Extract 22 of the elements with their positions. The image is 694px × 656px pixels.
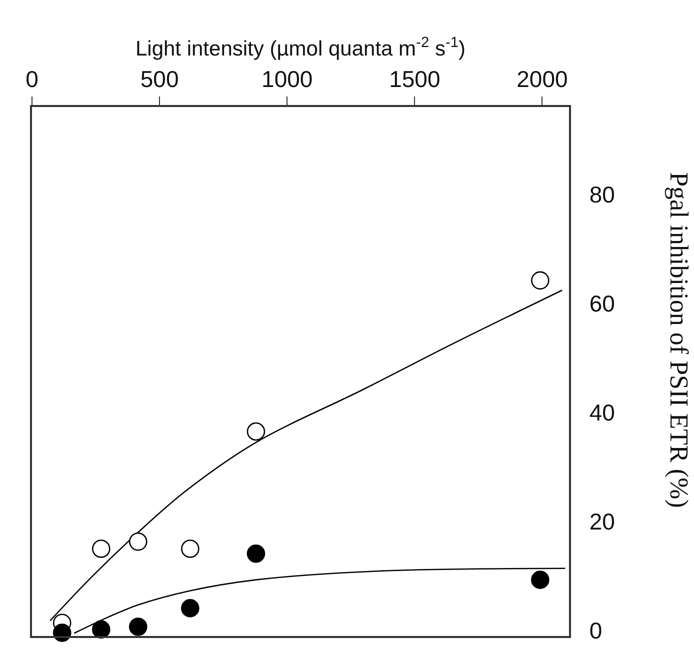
y-axis-title: Pgal inhibition of PSII ETR (%): [664, 172, 694, 508]
point: [92, 620, 110, 639]
y-tick-label: 80: [589, 181, 615, 208]
y-tick-label: 60: [589, 290, 615, 316]
y-tick-label: 20: [589, 508, 615, 535]
y-tick-label: 0: [589, 618, 602, 644]
x-axis-title: Light intensity (µmol quanta m$^{-2}$ s$^{-1}$): [135, 34, 466, 61]
x-tick-label: 1000: [262, 66, 313, 92]
point: [246, 422, 266, 441]
point: [246, 544, 266, 563]
y-tick-label: 40: [589, 399, 615, 426]
x-tick-label: 0: [26, 66, 38, 92]
point: [531, 271, 550, 290]
point: [181, 599, 200, 618]
point: [128, 532, 148, 551]
x-tick-label: 2000: [516, 66, 568, 92]
point: [181, 540, 200, 558]
x-tick-label: 1500: [389, 66, 440, 92]
point: [531, 570, 550, 589]
x-tick-label: 500: [140, 66, 179, 92]
point: [92, 540, 110, 558]
point: [128, 618, 148, 636]
